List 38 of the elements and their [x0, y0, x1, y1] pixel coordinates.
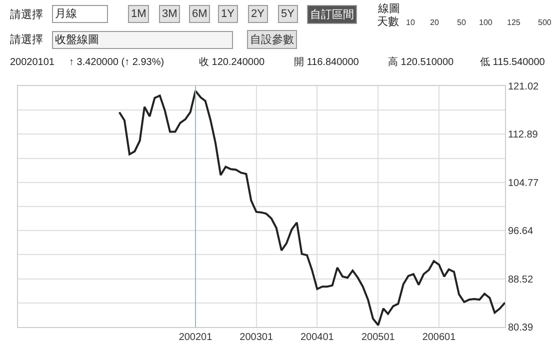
text: 自設參數 — [250, 33, 294, 46]
text: 低 115.540000 — [480, 57, 546, 68]
text: 2Y — [251, 8, 266, 20]
text: 自訂區間 — [310, 8, 354, 21]
text: 開 116.840000 — [294, 57, 360, 68]
text: 5Y — [281, 8, 296, 20]
text: 20020101 — [10, 57, 55, 68]
text: 收 120.240000 — [199, 57, 266, 68]
text: 3M — [162, 8, 178, 20]
text: 請選擇 — [10, 8, 43, 21]
x-tick-label: 200401 — [300, 332, 334, 343]
text: 月線 — [55, 8, 77, 20]
text: 10 — [406, 18, 416, 27]
line-series — [118, 90, 505, 326]
y-tick-label: 112.89 — [508, 130, 538, 141]
y-tick-label: 96.64 — [508, 226, 534, 238]
text: 20 — [430, 18, 440, 27]
text: 請選擇 — [10, 33, 43, 46]
text: ↑ 3.420000 (↑ 2.93%) — [69, 57, 164, 68]
y-tick-label: 104.77 — [508, 178, 540, 189]
text: 高 120.510000 — [388, 56, 454, 68]
text: 500 — [538, 18, 552, 27]
x-tick-label: 200301 — [240, 332, 274, 343]
text: 50 — [457, 18, 466, 27]
y-tick-label: 88.52 — [508, 274, 534, 286]
text: 1Y — [221, 8, 236, 20]
x-tick-label: 200501 — [361, 332, 396, 343]
text: 6M — [192, 8, 208, 20]
text: 1M — [131, 8, 146, 20]
x-tick-label: 200601 — [422, 332, 456, 343]
text: 100 — [479, 18, 493, 27]
y-tick-label: 80.39 — [508, 322, 534, 334]
y-tick-label: 121.02 — [508, 82, 540, 92]
text: 天數 — [377, 16, 399, 28]
x-tick-label: 200201 — [178, 332, 213, 343]
text: 收盤線圖 — [55, 34, 99, 46]
text: 線圖 — [377, 3, 400, 15]
text: 125 — [507, 18, 521, 27]
